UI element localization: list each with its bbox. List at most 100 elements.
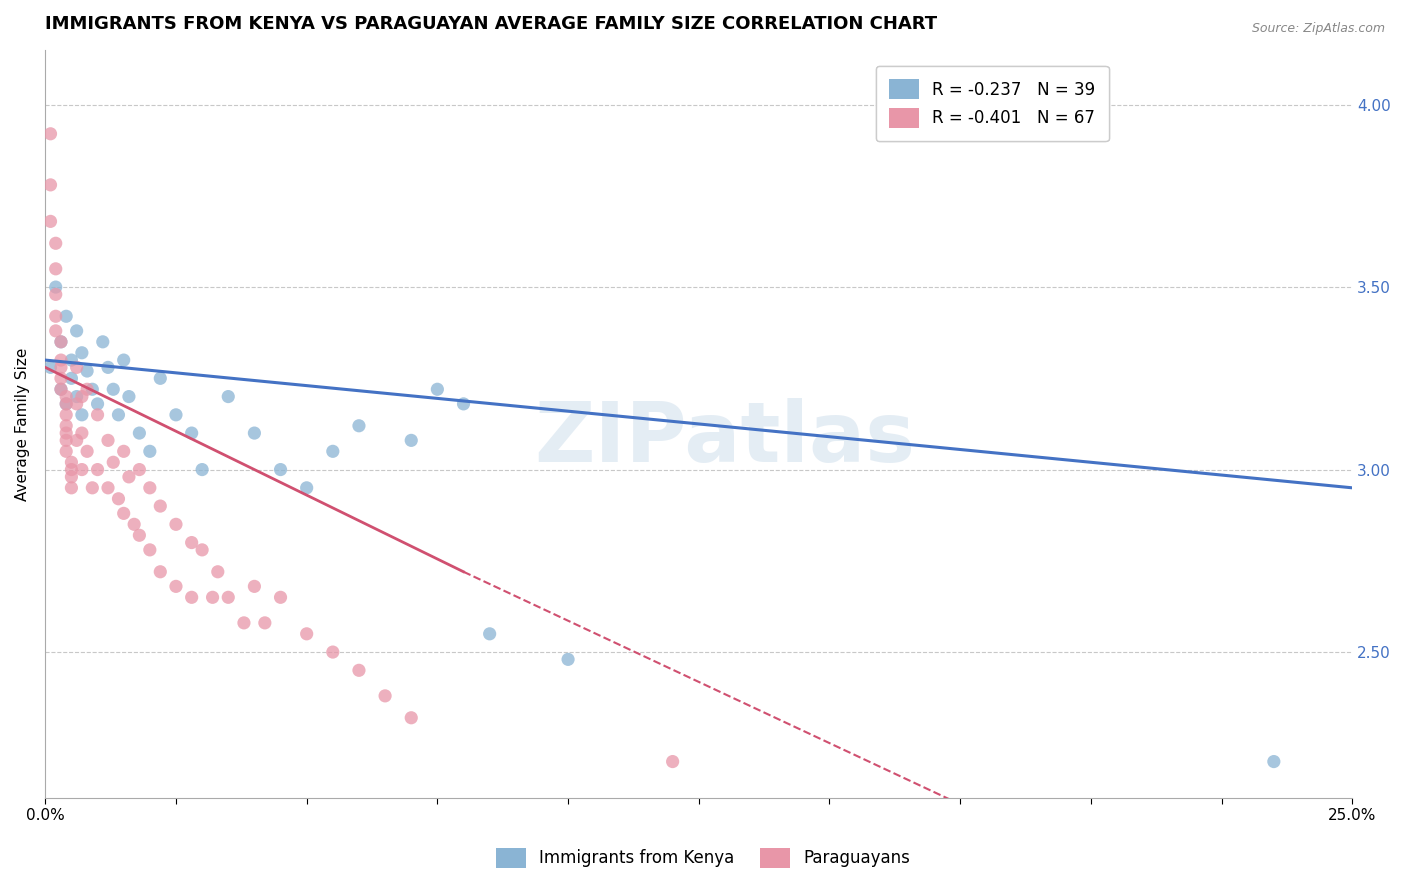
Point (70, 426, 93, 441)
Point (49, 334, 72, 349)
Point (49, 353, 72, 368)
Point (103, 382, 125, 396)
Point (139, 542, 162, 557)
Point (97, 481, 120, 495)
Point (45, 310, 67, 324)
Point (149, 499, 172, 513)
Point (66, 397, 89, 411)
Point (253, 615, 276, 630)
Point (39, 214, 62, 228)
Point (399, 711, 422, 725)
Point (399, 434, 422, 448)
Point (207, 565, 229, 579)
Point (60, 371, 83, 385)
Point (49, 382, 72, 396)
Point (70, 390, 93, 404)
Point (112, 353, 135, 368)
Point (60, 455, 83, 469)
Point (45, 236, 67, 251)
Point (1263, 755, 1285, 769)
Point (55, 408, 77, 422)
Point (165, 408, 187, 422)
Point (86, 408, 108, 422)
Point (191, 542, 214, 557)
Point (82, 481, 104, 495)
Point (322, 645, 344, 659)
Point (139, 481, 162, 495)
Point (180, 591, 202, 605)
Point (103, 455, 125, 469)
Point (82, 382, 104, 396)
Point (45, 261, 67, 276)
Point (295, 627, 318, 641)
Point (557, 652, 579, 666)
Point (232, 615, 254, 630)
Text: Source: ZipAtlas.com: Source: ZipAtlas.com (1251, 22, 1385, 36)
Point (347, 663, 370, 677)
Text: ZIPatlas: ZIPatlas (534, 399, 915, 479)
Point (347, 418, 370, 433)
Point (45, 280, 67, 294)
Point (45, 324, 67, 338)
Point (66, 390, 89, 404)
Y-axis label: Average Family Size: Average Family Size (15, 347, 30, 500)
Point (322, 444, 344, 458)
Point (112, 507, 135, 521)
Point (55, 444, 77, 458)
Point (453, 397, 475, 411)
Point (60, 353, 83, 368)
Point (55, 397, 77, 411)
Point (149, 565, 172, 579)
Point (128, 462, 150, 476)
Point (49, 382, 72, 396)
Point (66, 360, 89, 375)
Point (165, 579, 187, 593)
Point (55, 418, 77, 433)
Point (139, 444, 162, 458)
Point (112, 444, 135, 458)
Legend: Immigrants from Kenya, Paraguayans: Immigrants from Kenya, Paraguayans (489, 841, 917, 875)
Point (49, 360, 72, 375)
Point (201, 591, 224, 605)
Point (97, 360, 120, 375)
Point (374, 689, 396, 703)
Point (97, 434, 120, 448)
Point (217, 591, 239, 605)
Point (122, 517, 145, 532)
Point (217, 390, 239, 404)
Point (243, 426, 266, 441)
Point (49, 334, 72, 349)
Point (66, 324, 89, 338)
Point (70, 345, 93, 359)
Point (243, 579, 266, 593)
Point (149, 371, 172, 385)
Point (180, 426, 202, 441)
Point (165, 517, 187, 532)
Point (60, 462, 83, 476)
Point (86, 462, 108, 476)
Point (76, 364, 98, 378)
Text: IMMIGRANTS FROM KENYA VS PARAGUAYAN AVERAGE FAMILY SIZE CORRELATION CHART: IMMIGRANTS FROM KENYA VS PARAGUAYAN AVER… (45, 15, 938, 33)
Point (39, 127, 62, 141)
Point (128, 426, 150, 441)
Point (128, 528, 150, 542)
Point (55, 426, 77, 441)
Point (118, 470, 141, 484)
Point (118, 390, 141, 404)
Point (55, 397, 77, 411)
Point (270, 462, 292, 476)
Point (60, 470, 83, 484)
Point (478, 627, 501, 641)
Point (76, 382, 98, 396)
Point (180, 535, 202, 549)
Point (55, 390, 77, 404)
Point (270, 591, 292, 605)
Point (39, 360, 62, 375)
Point (45, 287, 67, 301)
Point (107, 408, 129, 422)
Point (39, 178, 62, 192)
Point (60, 481, 83, 495)
Point (295, 481, 318, 495)
Point (107, 491, 129, 506)
Point (426, 382, 449, 396)
